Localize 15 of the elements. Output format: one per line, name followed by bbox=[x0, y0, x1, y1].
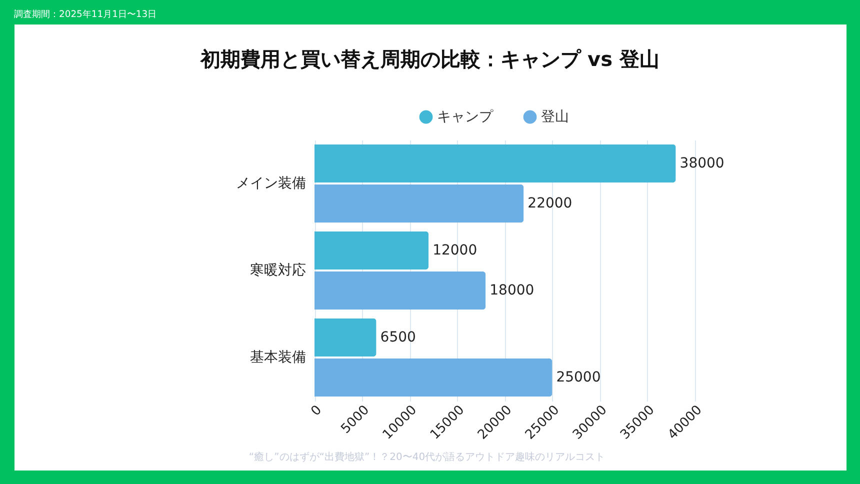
data-label: 25000 bbox=[556, 370, 601, 386]
data-label: 6500 bbox=[380, 329, 416, 346]
y-tick-label: メイン装備 bbox=[236, 176, 306, 192]
y-tick-label: 基本装備 bbox=[250, 350, 306, 366]
text: “癒し”のはずが“出費地獄”！？20〜40代が語るアウトドア趣味のリアルコスト bbox=[248, 451, 606, 463]
data-label: 22000 bbox=[528, 196, 572, 212]
data-label: 12000 bbox=[432, 242, 478, 258]
chart-title: 初期費用と買い替え周期の比較：キャンプ vs 登山 bbox=[200, 47, 660, 71]
data-label: 18000 bbox=[490, 282, 534, 299]
text: 調査期間：2025年11月1日〜13日 bbox=[14, 9, 157, 20]
legend-label: 登山 bbox=[541, 109, 569, 125]
legend-label: キャンプ bbox=[437, 109, 494, 125]
y-tick-label: 寒暖対応 bbox=[250, 262, 306, 278]
x-tick-label: 0 bbox=[308, 402, 325, 420]
data-label: 38000 bbox=[680, 155, 724, 172]
